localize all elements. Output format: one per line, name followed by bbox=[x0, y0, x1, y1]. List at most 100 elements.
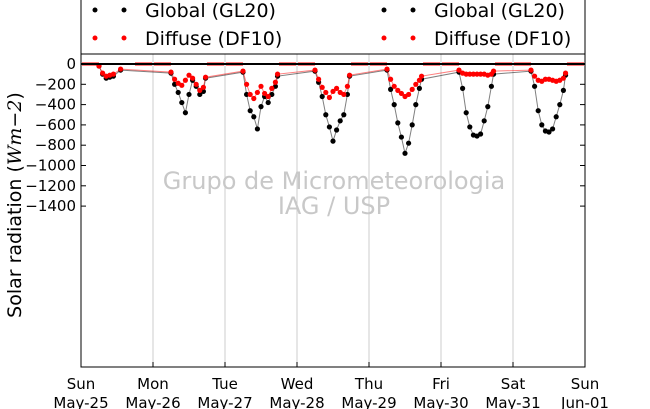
watermark: Grupo de Micrometeorologia IAG / USP bbox=[163, 167, 505, 220]
y-axis-ticks: 0 −200 −400 −600 −800 −1000 −1200 −1400 bbox=[25, 55, 585, 215]
y-tick-label: 0 bbox=[66, 55, 76, 73]
data-point bbox=[182, 77, 188, 83]
x-tick-label-date: May-28 bbox=[269, 394, 324, 409]
legend-entry-global-right: Global (GL20) bbox=[381, 0, 565, 22]
data-point bbox=[240, 68, 246, 74]
data-point bbox=[175, 89, 181, 96]
data-point bbox=[316, 76, 322, 82]
data-point bbox=[539, 122, 545, 128]
data-point bbox=[490, 68, 497, 74]
data-point bbox=[323, 89, 329, 96]
data-point bbox=[463, 71, 469, 77]
data-point bbox=[481, 118, 487, 124]
x-tick-label-day: Sat bbox=[501, 375, 526, 393]
data-point bbox=[409, 86, 415, 92]
svg-text:Solar radiation (Wm−2): Solar radiation (Wm−2) bbox=[4, 92, 26, 318]
watermark-line-1: Grupo de Micrometeorologia bbox=[163, 167, 505, 195]
y-tick-label: −1000 bbox=[25, 157, 76, 175]
data-point bbox=[560, 87, 567, 93]
y-tick-label: −200 bbox=[35, 75, 76, 93]
data-point bbox=[560, 75, 567, 81]
legend-label-diffuse-left: Diffuse (DF10) bbox=[145, 28, 282, 50]
x-tick-label-day: Tue bbox=[211, 375, 238, 393]
data-point bbox=[244, 81, 250, 87]
y-tick-label: −1400 bbox=[25, 197, 76, 215]
x-tick-label-date: May-29 bbox=[341, 394, 396, 409]
x-tick-label-day: Fri bbox=[432, 375, 450, 393]
y-tick-label: −800 bbox=[35, 136, 76, 154]
data-point bbox=[118, 66, 124, 72]
data-point bbox=[258, 104, 264, 110]
data-point bbox=[344, 83, 350, 89]
legend-frame bbox=[80, 0, 586, 55]
data-point bbox=[467, 124, 473, 130]
data-point bbox=[384, 66, 390, 72]
data-point bbox=[542, 76, 549, 82]
y-tick-label: −1200 bbox=[25, 177, 76, 195]
legend: Global (GL20) Diffuse (DF10) Global (GL2… bbox=[80, 0, 586, 55]
data-point bbox=[334, 127, 340, 133]
y-tick-label: −600 bbox=[35, 116, 76, 134]
series-layer bbox=[82, 62, 584, 156]
data-point bbox=[456, 67, 462, 73]
legend-marker-global-right-a bbox=[381, 7, 387, 13]
x-tick-label-date: May-30 bbox=[413, 394, 468, 409]
legend-label-global-left: Global (GL20) bbox=[145, 0, 276, 22]
data-point bbox=[485, 104, 491, 110]
data-point bbox=[416, 77, 422, 83]
x-tick-label-day: Sun bbox=[571, 375, 600, 393]
data-point bbox=[247, 108, 253, 114]
data-point bbox=[330, 88, 336, 95]
data-point bbox=[179, 82, 185, 88]
data-point bbox=[202, 74, 209, 80]
legend-entry-diffuse-left: Diffuse (DF10) bbox=[92, 28, 282, 50]
legend-marker-diffuse-left-a bbox=[92, 35, 98, 41]
data-point bbox=[535, 108, 541, 114]
data-point bbox=[463, 110, 469, 116]
data-point bbox=[197, 87, 203, 93]
data-point bbox=[550, 126, 556, 132]
x-axis-ticks: SunMay-25MonMay-26TueMay-27WedMay-28ThuM… bbox=[53, 362, 609, 409]
data-point bbox=[391, 102, 397, 108]
data-point bbox=[272, 79, 278, 85]
series-diffuse bbox=[82, 62, 584, 102]
data-point bbox=[388, 76, 394, 82]
data-point bbox=[319, 84, 325, 90]
data-point bbox=[418, 73, 425, 79]
x-tick-label-date: May-31 bbox=[485, 394, 540, 409]
data-point bbox=[341, 112, 347, 118]
x-tick-label-date: May-26 bbox=[125, 394, 180, 409]
data-point bbox=[251, 95, 257, 102]
x-tick-label-date: Jun-01 bbox=[560, 394, 609, 409]
data-point bbox=[172, 76, 178, 82]
data-point bbox=[326, 124, 332, 130]
data-point bbox=[395, 120, 401, 126]
data-point bbox=[562, 70, 569, 76]
series-global bbox=[82, 62, 584, 156]
data-point bbox=[398, 90, 404, 97]
data-point bbox=[265, 99, 271, 106]
grid-lines bbox=[152, 54, 514, 367]
data-point bbox=[546, 129, 552, 135]
legend-marker-diffuse-right-a bbox=[381, 35, 387, 41]
legend-marker-global-left-a bbox=[92, 7, 98, 13]
x-tick-label-day: Thu bbox=[354, 375, 383, 393]
data-point bbox=[478, 71, 484, 77]
legend-label-global-right: Global (GL20) bbox=[434, 0, 565, 22]
data-point bbox=[265, 93, 271, 100]
data-point bbox=[110, 71, 116, 77]
data-point bbox=[190, 75, 196, 81]
data-point bbox=[193, 81, 199, 87]
data-point bbox=[197, 91, 203, 98]
data-point bbox=[319, 93, 325, 100]
data-point bbox=[323, 112, 329, 118]
data-point bbox=[557, 102, 563, 108]
data-point bbox=[553, 114, 559, 120]
ylabel-text: Solar radiation ( bbox=[4, 165, 26, 318]
data-point bbox=[200, 84, 206, 90]
legend-marker-global-left-b bbox=[121, 7, 127, 13]
data-point bbox=[470, 71, 476, 77]
y-axis-label: Solar radiation (Wm−2) bbox=[4, 92, 26, 318]
data-point bbox=[330, 138, 336, 144]
